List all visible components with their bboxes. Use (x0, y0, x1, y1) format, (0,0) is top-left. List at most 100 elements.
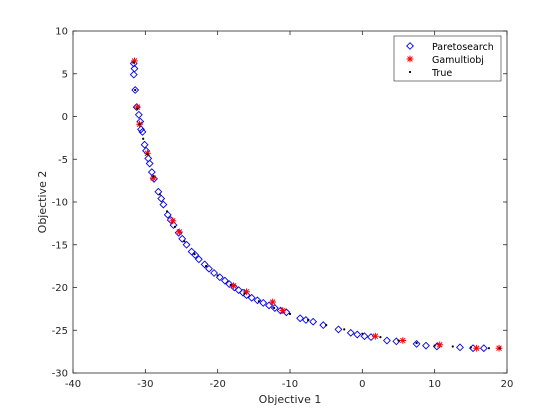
paretosearch-point (200, 260, 209, 269)
y-tick-label: -25 (52, 326, 68, 337)
true-point (183, 240, 186, 243)
gamultiobj-point (371, 332, 379, 340)
paretosearch-point (134, 110, 143, 119)
paretosearch-point (147, 168, 156, 177)
gamultiobj-point (269, 298, 277, 306)
paretosearch-point (282, 308, 291, 317)
paretosearch-point (178, 234, 187, 243)
paretosearch-point (247, 293, 256, 302)
paretosearch-point (319, 321, 328, 330)
y-tick-label: 5 (62, 69, 68, 80)
series-true (132, 61, 501, 350)
x-tick-label: 10 (428, 379, 441, 390)
paretosearch-point (309, 317, 318, 326)
paretosearch-point (182, 240, 191, 249)
true-point (272, 306, 276, 310)
true-point (229, 283, 232, 287)
y-tick-label: 10 (55, 27, 68, 38)
paretosearch-point (296, 314, 305, 323)
legend-item-paretosearch: Paretosearch (406, 42, 494, 53)
true-point (146, 153, 149, 156)
paretosearch-point (259, 298, 268, 307)
paretosearch-point (225, 280, 234, 289)
y-tick-label: -5 (58, 155, 68, 166)
paretosearch-point (422, 341, 430, 350)
paretosearch-point (159, 200, 168, 209)
paretosearch-point (129, 70, 138, 79)
true-point (134, 88, 137, 92)
paretosearch-point (412, 339, 421, 348)
x-tick-label: -10 (282, 379, 298, 390)
paretosearch-point (157, 194, 166, 203)
true-point (257, 300, 260, 303)
paretosearch-point (265, 301, 273, 310)
paretosearch-point (253, 296, 262, 305)
true-point (158, 193, 161, 196)
legend: Paretosearch Gamultiobj True (393, 35, 502, 82)
true-point (216, 274, 219, 277)
paretosearch-point (191, 251, 200, 259)
true-point (288, 312, 292, 316)
true-point (469, 346, 472, 349)
x-tick-label: 20 (501, 379, 514, 390)
true-point (165, 210, 169, 213)
true-point (415, 341, 418, 345)
legend-marker (408, 70, 412, 74)
legend-marker (406, 42, 414, 50)
true-point (487, 347, 491, 350)
paretosearch-point (234, 286, 243, 295)
legend-label-gamultiobj: Gamultiobj (432, 55, 484, 66)
paretosearch-point (210, 269, 218, 277)
legend-label-paretosearch: Paretosearch (432, 42, 494, 53)
x-axis-label: Objective 1 (259, 393, 322, 406)
true-point (498, 347, 501, 350)
paretosearch-point (142, 146, 150, 155)
gamultiobj-point (169, 217, 177, 225)
true-point (451, 345, 454, 348)
paretosearch-point (353, 330, 362, 339)
true-point (173, 225, 177, 228)
legend-symbol-asterisk (406, 55, 414, 63)
paretosearch-point (145, 159, 154, 168)
true-point (433, 344, 436, 347)
paretosearch-point (270, 304, 279, 312)
true-point (306, 318, 310, 322)
true-point (325, 324, 328, 327)
paretosearch-point (140, 140, 149, 149)
legend-label-true: True (431, 68, 452, 79)
paretosearch-point (194, 255, 203, 264)
legend-symbol-diamond (406, 42, 414, 50)
gamultiobj-point (436, 341, 444, 349)
legend-item-true: True (408, 68, 452, 79)
paretosearch-point (346, 328, 355, 337)
paretosearch-point (131, 86, 140, 94)
true-point (193, 253, 196, 256)
plot-marks (129, 57, 503, 353)
legend-symbol-dot (408, 70, 412, 74)
true-point (136, 107, 139, 110)
paretosearch-point (479, 344, 488, 353)
paretosearch-point (205, 264, 213, 273)
gamultiobj-point (399, 337, 407, 344)
x-tick-label: 0 (359, 379, 365, 390)
paretosearch-point (169, 221, 178, 230)
true-point (142, 137, 145, 140)
paretosearch-point (163, 210, 172, 219)
true-point (379, 335, 382, 339)
paretosearch-point (301, 316, 310, 324)
paretosearch-point (382, 336, 391, 345)
true-point (243, 292, 246, 295)
paretosearch-point (220, 276, 229, 285)
legend-item-gamultiobj: Gamultiobj (406, 55, 484, 66)
true-point (152, 175, 155, 178)
true-point (138, 123, 141, 126)
paretosearch-point (154, 187, 163, 196)
y-axis-label: Objective 2 (36, 171, 49, 234)
legend-marker (406, 55, 414, 63)
gamultiobj-point (175, 228, 183, 236)
paretosearch-point (138, 127, 147, 136)
y-tick-label: -15 (52, 240, 68, 251)
paretosearch-point (230, 283, 239, 292)
